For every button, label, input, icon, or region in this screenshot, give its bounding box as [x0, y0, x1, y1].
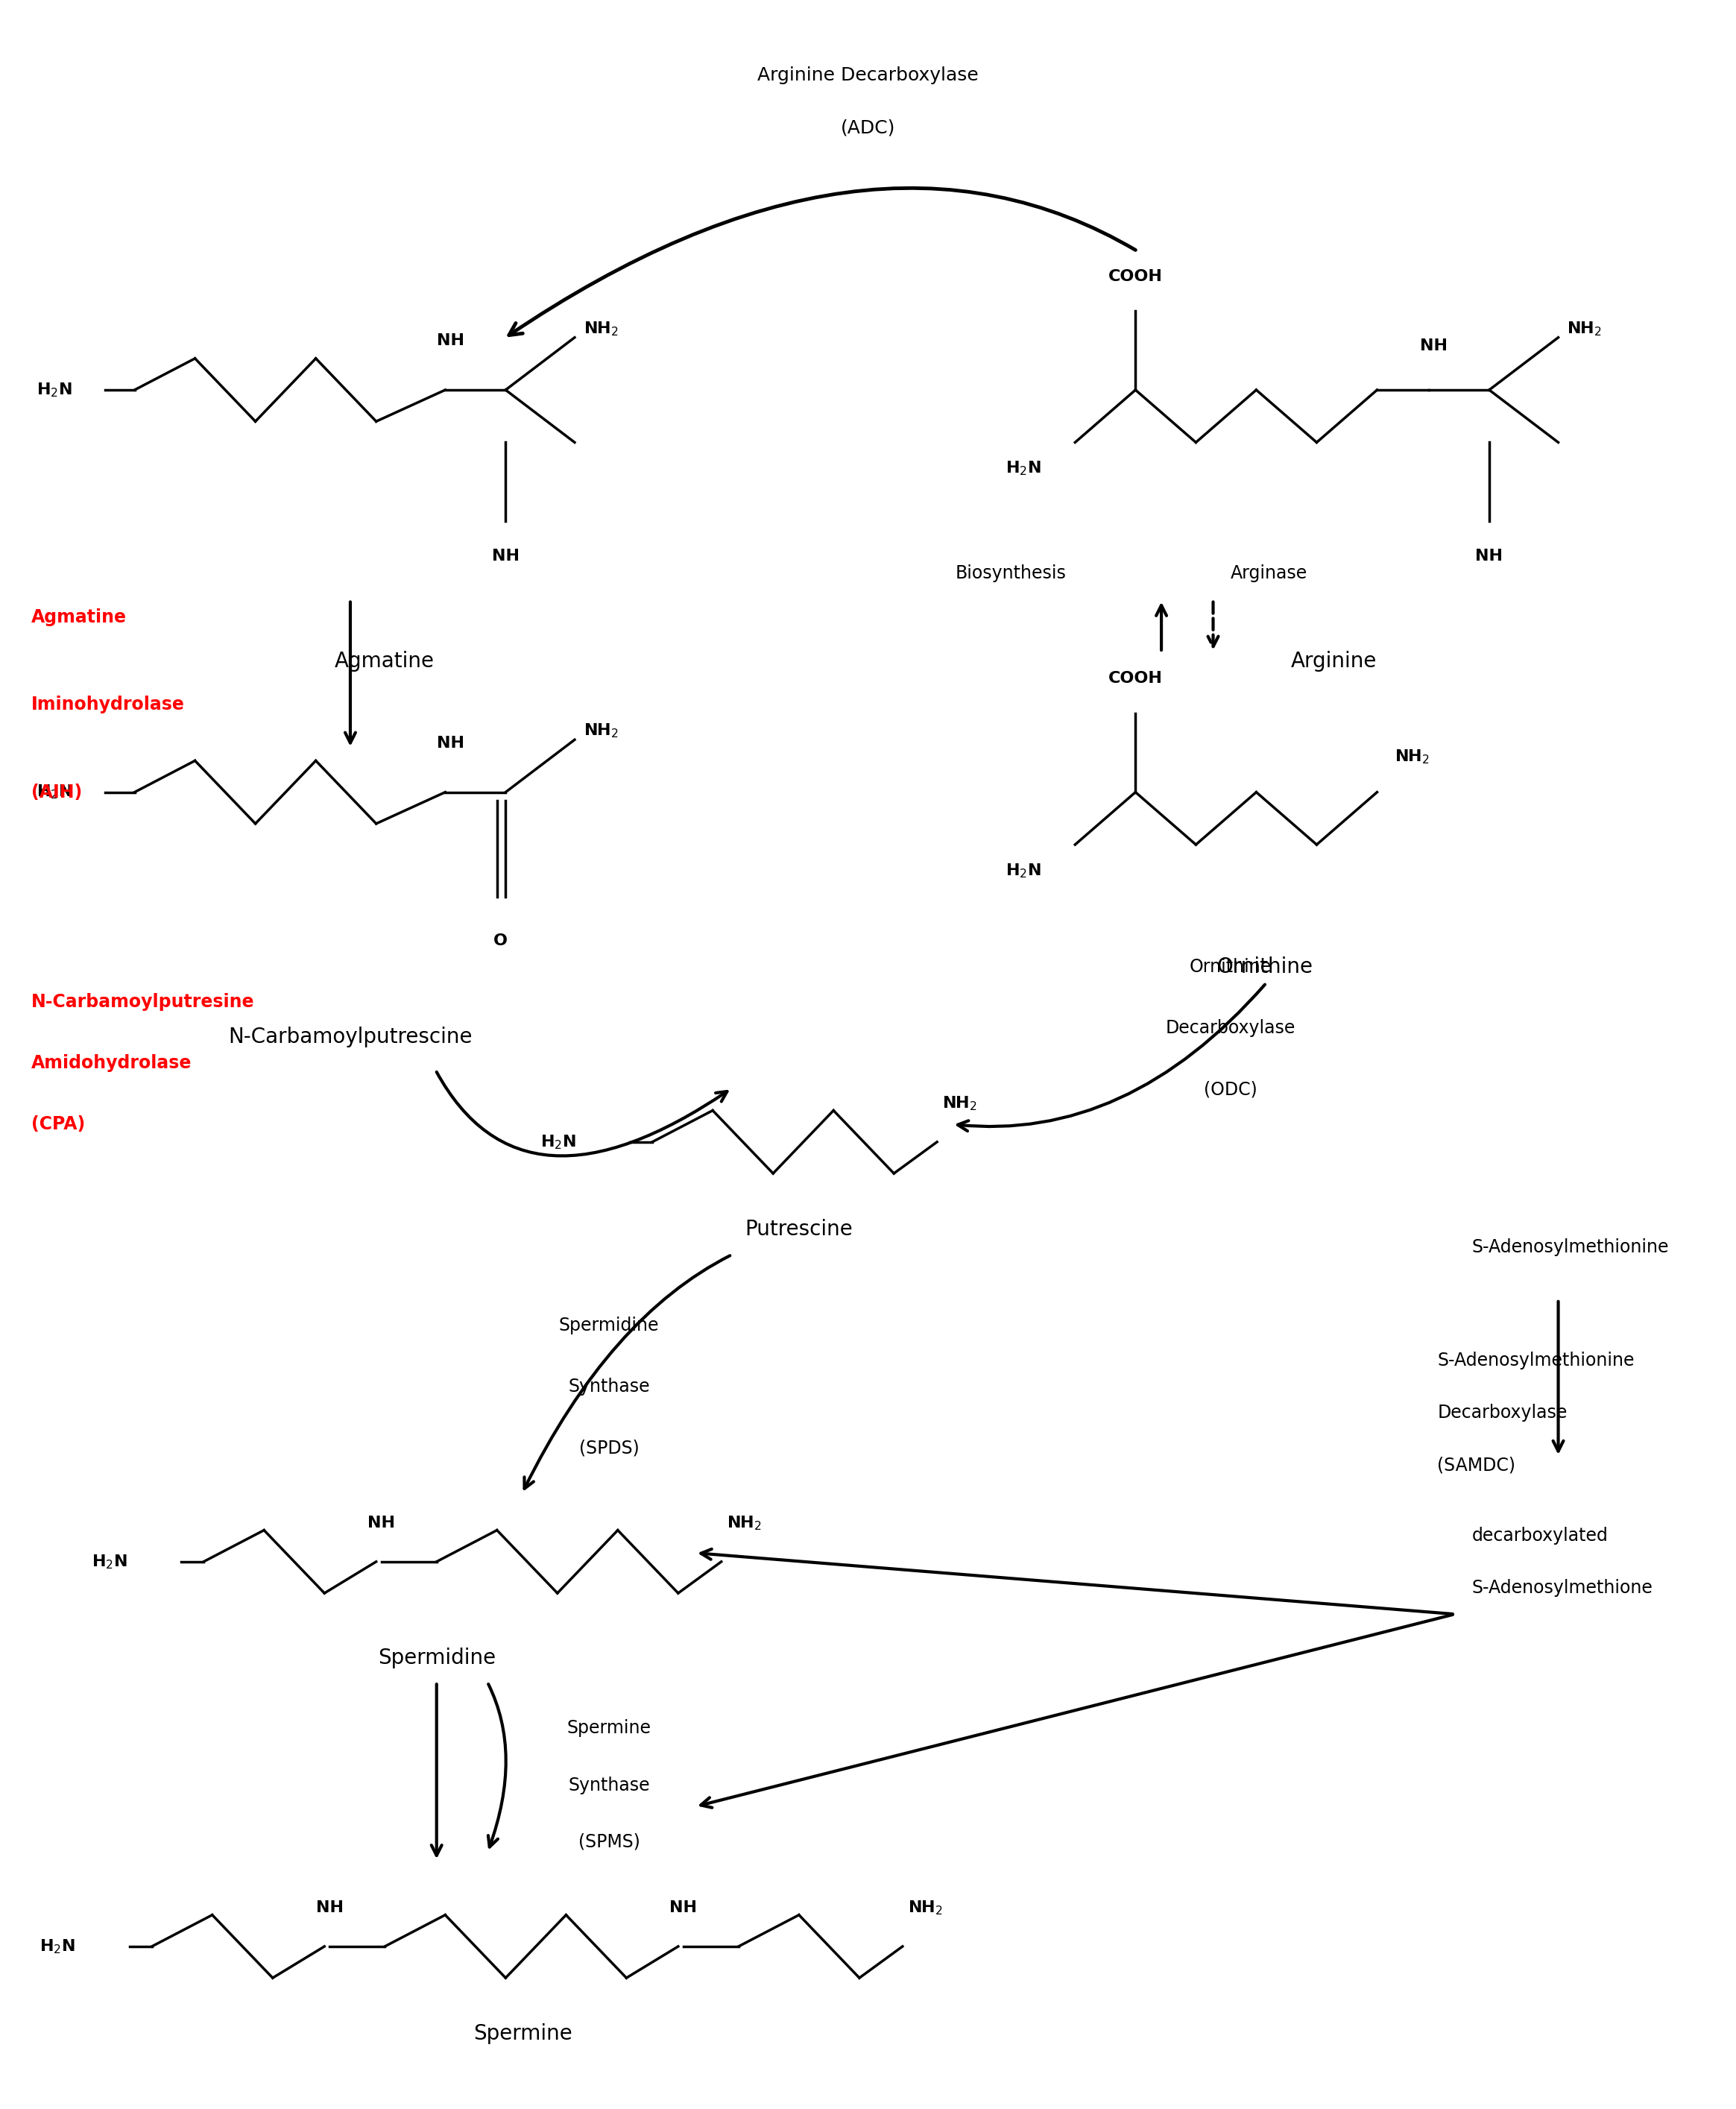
Text: Arginine: Arginine — [1292, 650, 1377, 671]
Text: NH: NH — [316, 1900, 344, 1915]
Text: H$_2$N: H$_2$N — [40, 1938, 75, 1955]
Text: Synthase: Synthase — [568, 1377, 649, 1396]
Text: NH: NH — [368, 1516, 396, 1531]
Text: NH$_2$: NH$_2$ — [583, 721, 618, 740]
Text: NH$_2$: NH$_2$ — [583, 321, 618, 337]
Text: O: O — [493, 934, 507, 949]
FancyArrowPatch shape — [524, 1255, 729, 1489]
Text: NH$_2$: NH$_2$ — [908, 1898, 943, 1917]
Text: (SAMDC): (SAMDC) — [1437, 1457, 1516, 1474]
Text: COOH: COOH — [1108, 671, 1163, 685]
Text: NH: NH — [491, 548, 519, 563]
Text: Spermidine: Spermidine — [559, 1316, 660, 1335]
FancyArrowPatch shape — [436, 1071, 727, 1156]
Text: Arginine Decarboxylase: Arginine Decarboxylase — [757, 65, 979, 84]
Text: Ornithine: Ornithine — [1189, 957, 1271, 976]
Text: NH: NH — [670, 1900, 698, 1915]
Text: Putrescine: Putrescine — [745, 1219, 852, 1240]
Text: NH$_2$: NH$_2$ — [943, 1095, 977, 1111]
Text: Iminohydrolase: Iminohydrolase — [31, 696, 184, 713]
Text: (AIH): (AIH) — [31, 782, 82, 801]
Text: Decarboxylase: Decarboxylase — [1437, 1405, 1568, 1421]
Text: Biosynthesis: Biosynthesis — [955, 565, 1066, 582]
Text: S-Adenosylmethione: S-Adenosylmethione — [1472, 1580, 1653, 1597]
Text: Amidohydrolase: Amidohydrolase — [31, 1054, 191, 1071]
FancyArrowPatch shape — [488, 1685, 505, 1847]
Text: NH: NH — [436, 333, 464, 348]
Text: N-Carbamoylputresine: N-Carbamoylputresine — [31, 993, 253, 1010]
Text: (ADC): (ADC) — [840, 118, 896, 137]
Text: H$_2$N: H$_2$N — [36, 782, 71, 801]
Text: decarboxylated: decarboxylated — [1472, 1527, 1608, 1544]
Text: S-Adenosylmethionine: S-Adenosylmethionine — [1437, 1352, 1635, 1369]
Text: Agmatine: Agmatine — [31, 607, 127, 626]
Text: H$_2$N: H$_2$N — [1005, 460, 1042, 477]
Text: NH$_2$: NH$_2$ — [1568, 321, 1602, 337]
Text: Arginase: Arginase — [1231, 565, 1307, 582]
Text: (SPDS): (SPDS) — [580, 1438, 639, 1457]
Text: (SPMS): (SPMS) — [578, 1833, 641, 1850]
Text: N-Carbamoylputrescine: N-Carbamoylputrescine — [227, 1027, 472, 1048]
Text: Spermine: Spermine — [568, 1719, 651, 1736]
Text: NH: NH — [1420, 340, 1448, 354]
Text: NH$_2$: NH$_2$ — [726, 1514, 762, 1531]
Text: (CPA): (CPA) — [31, 1116, 85, 1133]
Text: Spermidine: Spermidine — [378, 1647, 495, 1668]
Text: COOH: COOH — [1108, 268, 1163, 285]
Text: Agmatine: Agmatine — [335, 650, 434, 671]
Text: (ODC): (ODC) — [1203, 1080, 1257, 1099]
FancyArrowPatch shape — [958, 985, 1266, 1130]
Text: Decarboxylase: Decarboxylase — [1165, 1019, 1295, 1038]
FancyArrowPatch shape — [509, 188, 1135, 335]
Text: NH: NH — [436, 736, 464, 751]
FancyArrowPatch shape — [432, 1685, 441, 1856]
Text: NH$_2$: NH$_2$ — [1394, 749, 1429, 766]
Text: H$_2$N: H$_2$N — [1005, 863, 1042, 879]
Text: NH: NH — [1476, 548, 1503, 563]
Text: Spermine: Spermine — [474, 2023, 573, 2044]
Text: S-Adenosylmethionine: S-Adenosylmethionine — [1472, 1238, 1668, 1255]
Text: H$_2$N: H$_2$N — [92, 1552, 127, 1571]
Text: H$_2$N: H$_2$N — [36, 382, 71, 399]
Text: Synthase: Synthase — [568, 1776, 649, 1795]
Text: Ornithine: Ornithine — [1217, 957, 1312, 976]
Text: H$_2$N: H$_2$N — [540, 1133, 576, 1152]
